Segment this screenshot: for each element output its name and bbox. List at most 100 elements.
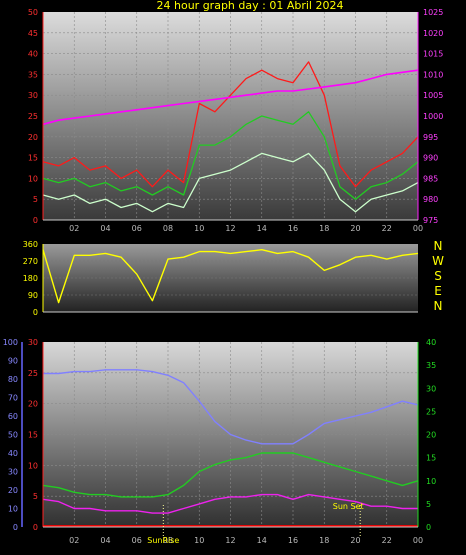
chart3-y-red-tick-label: 15 [28, 431, 38, 440]
chart1-y-right-tick-label: 1015 [423, 50, 443, 59]
chart1-y-right-tick-label: 990 [423, 154, 438, 163]
chart3-x-tick-label: 20 [350, 536, 360, 545]
chart1-y-left-tick-label: 0 [33, 216, 38, 225]
chart2-y-tick-label: 270 [23, 257, 38, 266]
chart1-x-tick-label: 04 [100, 224, 110, 233]
chart3-x-tick-label: 12 [225, 536, 235, 545]
chart1-axes: 0510152025303540455097598098599099510001… [28, 8, 444, 233]
chart3-y-green-tick-label: 15 [426, 454, 436, 463]
chart1-x-tick-label: 00 [413, 224, 423, 233]
chart3-y-blue-tick-label: 50 [8, 431, 18, 440]
chart1-y-left-tick-label: 45 [28, 29, 38, 38]
chart1-y-left-tick-label: 20 [28, 133, 38, 142]
chart1-x-tick-label: 16 [288, 224, 298, 233]
chart1-y-right-tick-label: 1020 [423, 29, 443, 38]
chart1-series-line-3 [42, 69, 419, 126]
chart1-x-tick-label: 14 [257, 224, 267, 233]
chart3-x-tick-label: 04 [100, 536, 110, 545]
chart1-y-left-tick-label: 50 [28, 8, 38, 17]
chart3-y-red-tick-label: 25 [28, 369, 38, 378]
chart1-x-tick-label: 08 [163, 224, 173, 233]
chart3-y-green-tick-label: 30 [426, 384, 436, 393]
chart2-y-tick-label: 0 [33, 308, 38, 317]
chart3-series-line-2 [42, 493, 418, 514]
chart3-y-blue-tick-label: 100 [3, 338, 18, 347]
chart2-y-tick-label: 360 [23, 240, 38, 249]
chart2-grid [43, 260, 418, 296]
chart3-y-blue-tick-label: 70 [8, 394, 18, 403]
chart3-y-red-tick-label: 20 [28, 400, 38, 409]
chart1-x-tick-label: 22 [382, 224, 392, 233]
chart3-y-blue-tick-label: 80 [8, 375, 18, 384]
chart3-y-green-tick-label: 25 [426, 407, 436, 416]
chart2-compass-label: N [434, 299, 443, 313]
chart3-x-tick-label: 22 [382, 536, 392, 545]
chart3-y-green-tick-label: 0 [426, 523, 431, 532]
chart1-y-right-tick-label: 985 [423, 174, 438, 183]
chart1-y-left-tick-label: 10 [28, 174, 38, 183]
chart2-compass-label: S [434, 269, 442, 283]
chart1-series [42, 61, 419, 213]
chart3-y-red-tick-label: 30 [28, 338, 38, 347]
chart1-y-left-tick-label: 35 [28, 70, 38, 79]
chart1-y-left-tick-label: 5 [33, 195, 38, 204]
chart2-series [42, 248, 419, 304]
chart1-y-right-tick-label: 975 [423, 216, 438, 225]
chart3-y-red-tick-label: 5 [33, 492, 38, 501]
chart3-event-label: Sun Set [333, 502, 364, 511]
chart2-y-tick-label: 180 [23, 274, 38, 283]
chart3-y-red-tick-label: 0 [33, 523, 38, 532]
chart3-y-blue-tick-label: 0 [13, 523, 18, 532]
chart3-y-red-tick-label: 10 [28, 461, 38, 470]
chart2-compass-label: W [432, 254, 444, 268]
chart1-x-tick-label: 20 [350, 224, 360, 233]
chart1-x-tick-label: 06 [132, 224, 142, 233]
chart1-y-right-tick-label: 1000 [423, 112, 443, 121]
chart3-y-blue-tick-label: 20 [8, 486, 18, 495]
chart3-event-label: SunRise [147, 536, 179, 545]
chart3-x-tick-label: 00 [413, 536, 423, 545]
chart1-y-left-tick-label: 30 [28, 91, 38, 100]
chart1-y-left-tick-label: 15 [28, 154, 38, 163]
chart3-y-blue-tick-label: 10 [8, 505, 18, 514]
chart2-compass-label: E [434, 284, 442, 298]
chart3-x-tick-label: 14 [257, 536, 267, 545]
chart3-x-tick-label: 08 [163, 536, 173, 545]
chart3-axes: 0102030405060708090100051015202530051015… [3, 338, 436, 545]
chart1-y-left-tick-label: 40 [28, 50, 38, 59]
chart3-series-line-0 [43, 369, 419, 445]
chart1-x-tick-label: 02 [69, 224, 79, 233]
chart3-y-blue-tick-label: 30 [8, 468, 18, 477]
chart3-grid [43, 342, 418, 527]
chart1-series-line-1 [42, 111, 419, 200]
chart3-y-blue-tick-label: 60 [8, 412, 18, 421]
chart3-y-green-tick-label: 5 [426, 500, 431, 509]
chart1-title: 24 hour graph day : 01 Abril 2024 [157, 0, 344, 12]
chart1-series-line-0 [42, 61, 419, 188]
chart1-y-right-tick-label: 1025 [423, 8, 443, 17]
chart3-y-blue-tick-label: 40 [8, 449, 18, 458]
chart1-y-right-tick-label: 995 [423, 133, 438, 142]
chart2-series-line-0 [42, 248, 419, 304]
chart3-y-blue-tick-label: 90 [8, 357, 18, 366]
chart1-x-tick-label: 18 [319, 224, 329, 233]
chart3-x-tick-label: 18 [319, 536, 329, 545]
chart2-y-tick-label: 90 [28, 291, 38, 300]
chart1-y-right-tick-label: 980 [423, 195, 438, 204]
chart3-series [42, 369, 419, 528]
chart3-x-tick-label: 02 [69, 536, 79, 545]
chart3-x-tick-label: 10 [194, 536, 204, 545]
chart3-y-green-tick-label: 35 [426, 361, 436, 370]
chart1-y-right-tick-label: 1005 [423, 91, 443, 100]
chart3-y-green-tick-label: 10 [426, 477, 436, 486]
chart3-y-green-tick-label: 20 [426, 431, 436, 440]
chart2-compass-label: N [434, 239, 443, 253]
chart1-x-tick-label: 10 [194, 224, 204, 233]
chart1-series-line-2 [42, 152, 419, 213]
chart3-x-tick-label: 06 [132, 536, 142, 545]
chart1-y-right-tick-label: 1010 [423, 70, 443, 79]
chart3-series-line-1 [42, 452, 419, 498]
chart3-x-tick-label: 16 [288, 536, 298, 545]
